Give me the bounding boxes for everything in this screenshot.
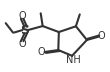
Text: NH: NH bbox=[66, 55, 81, 65]
Text: O: O bbox=[98, 31, 106, 41]
Text: O: O bbox=[18, 39, 26, 49]
Text: O: O bbox=[37, 47, 45, 57]
Text: S: S bbox=[21, 24, 30, 37]
Text: O: O bbox=[18, 11, 26, 21]
